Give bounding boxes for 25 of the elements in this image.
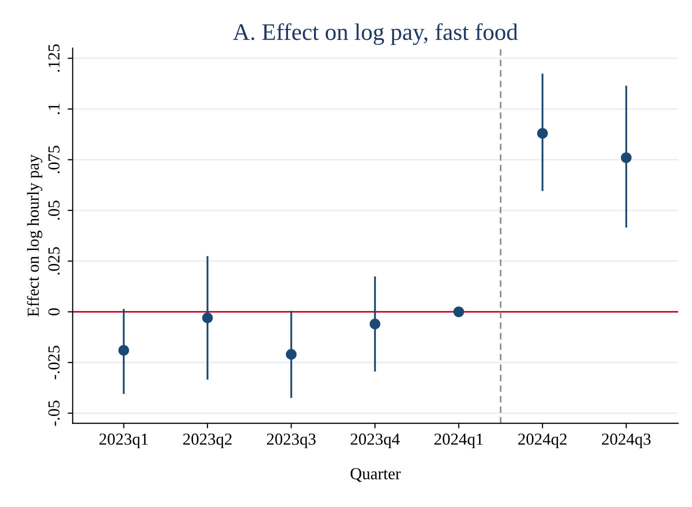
y-tick-label: .025: [48, 247, 60, 275]
point: [453, 306, 464, 318]
point: [537, 128, 548, 139]
x-tick-label: 2023q4: [350, 434, 400, 448]
y-tick-label: -.025: [48, 346, 60, 380]
chart-title: A. Effect on log pay, fast food: [233, 23, 518, 45]
point: [286, 349, 297, 360]
x-tick-label: 2024q1: [434, 434, 483, 448]
y-tick-label: .1: [48, 104, 60, 114]
point: [118, 344, 130, 356]
x-tick-label: 2024q3: [602, 434, 651, 448]
x-tick-label: 2023q2: [183, 434, 232, 448]
y-tick-label: 0: [48, 308, 60, 316]
point: [202, 312, 213, 324]
point: [620, 152, 632, 164]
y-tick-label: .125: [48, 44, 60, 72]
y-tick-label: .05: [48, 200, 60, 220]
y-tick-label: -.05: [48, 400, 60, 426]
x-tick-label: 2023q1: [99, 434, 148, 448]
y-axis-title: Effect on log hourly pay: [26, 154, 42, 317]
x-tick-label: 2023q3: [266, 434, 316, 448]
y-tick-label: .075: [48, 146, 60, 174]
x-tick-label: 2024q2: [518, 434, 567, 448]
point: [370, 318, 380, 330]
x-axis-title: Quarter: [350, 468, 401, 482]
